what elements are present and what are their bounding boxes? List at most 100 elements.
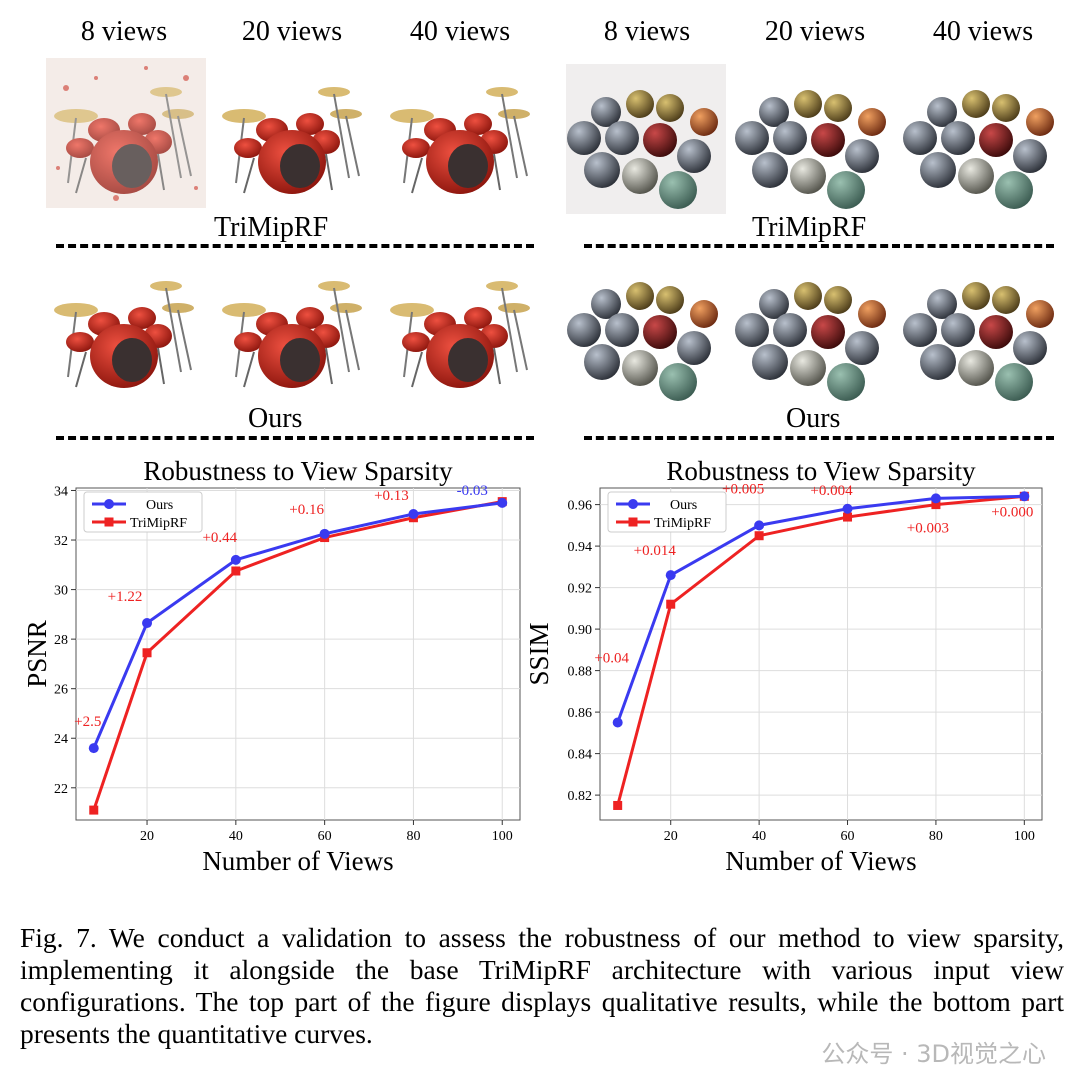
header-left-20-views: 20 views: [241, 16, 343, 47]
row-label-ours-right: Ours: [780, 403, 847, 435]
render-ours-materials-8-views: [566, 256, 726, 406]
render-trimiprf-materials-20-views: [734, 64, 894, 214]
data-point-trimiprf: [931, 500, 941, 510]
series-line-ours: [92, 501, 503, 749]
render-ours-drums-40-views: [382, 252, 542, 402]
y-axis-label: SSIM: [524, 622, 554, 685]
x-tick-label: 100: [1014, 829, 1035, 844]
y-tick-label: 0.90: [568, 623, 593, 638]
data-point-ours: [319, 528, 330, 539]
chart-title: Robustness to View Sparsity: [143, 456, 453, 486]
render-trimiprf-drums-40-views: [382, 58, 542, 208]
y-tick-label: 0.88: [568, 665, 593, 680]
data-label: +0.003: [907, 521, 949, 537]
data-point-ours: [408, 509, 419, 520]
y-tick-label: 0.82: [568, 789, 593, 804]
y-tick-label: 0.86: [568, 706, 593, 721]
header-right-40-views: 40 views: [932, 16, 1034, 47]
y-tick-label: 0.84: [568, 748, 593, 763]
y-tick-label: 0.96: [568, 499, 593, 514]
x-tick-label: 60: [318, 829, 332, 844]
data-point-ours: [612, 717, 623, 728]
data-label: +0.005: [722, 481, 764, 497]
data-point-ours: [88, 743, 99, 754]
x-axis-label: Number of Views: [725, 846, 916, 876]
plot-area: [599, 487, 1043, 821]
x-tick-label: 40: [752, 829, 766, 844]
data-label: +0.44: [202, 530, 237, 546]
y-axis-label: PSNR: [22, 620, 52, 688]
render-ours-materials-40-views: [902, 256, 1062, 406]
data-label: +0.16: [289, 502, 324, 518]
legend-label: Ours: [146, 498, 173, 513]
render-ours-drums-8-views: [46, 252, 206, 402]
render-trimiprf-materials-40-views: [902, 64, 1062, 214]
legend-label: Ours: [670, 498, 697, 513]
data-point-ours: [754, 520, 765, 531]
data-point-trimiprf: [89, 805, 99, 815]
x-tick-label: 40: [229, 829, 243, 844]
data-point-trimiprf: [843, 512, 853, 522]
data-label: +0.004: [810, 483, 853, 499]
separator-bottom-right: [584, 436, 1054, 444]
x-tick-label: 100: [492, 829, 513, 844]
separator-bottom-left: [56, 436, 534, 444]
row-label-ours-left: Ours: [242, 403, 309, 435]
data-point-ours: [930, 493, 941, 504]
render-trimiprf-drums-20-views: [214, 58, 374, 208]
data-point-ours: [142, 618, 153, 629]
data-label: +0.000: [991, 504, 1033, 520]
data-point-ours: [230, 554, 241, 565]
legend-label: TriMipRF: [130, 516, 187, 531]
legend-marker-ours: [628, 499, 638, 509]
y-tick-label: 24: [54, 732, 68, 747]
data-point-ours: [665, 570, 676, 581]
y-tick-label: 28: [54, 633, 68, 648]
legend-label: TriMipRF: [654, 516, 711, 531]
legend-marker-trimiprf: [104, 517, 114, 527]
data-label: +1.22: [108, 589, 143, 605]
header-right-8-views: 8 views: [603, 16, 691, 47]
y-tick-label: 34: [54, 484, 68, 499]
render-trimiprf-materials-8-views: [566, 64, 726, 214]
header-left-8-views: 8 views: [80, 16, 168, 47]
y-tick-label: 0.92: [568, 582, 593, 597]
separator-top-left: [56, 244, 534, 252]
series-line-ours: [616, 494, 1025, 723]
render-ours-drums-20-views: [214, 252, 374, 402]
y-tick-label: 30: [54, 584, 68, 599]
x-tick-label: 20: [140, 829, 154, 844]
data-point-trimiprf: [754, 531, 764, 541]
data-label: +2.5: [74, 714, 101, 730]
y-tick-label: 26: [54, 683, 68, 698]
x-tick-label: 80: [929, 829, 943, 844]
series-line-trimiprf: [616, 494, 1025, 806]
figure-caption: Fig. 7. We conduct a validation to asses…: [20, 922, 1064, 1049]
x-tick-label: 80: [406, 829, 420, 844]
data-point-trimiprf: [613, 800, 623, 810]
row-label-trimiprf-right: TriMipRF: [746, 212, 873, 244]
series-line-trimiprf: [92, 500, 503, 811]
y-tick-label: 32: [54, 534, 68, 549]
watermark: 公众号 · 3D视觉之心: [821, 1040, 1046, 1068]
x-axis-label: Number of Views: [202, 846, 393, 876]
data-point-ours: [1019, 491, 1030, 502]
data-point-trimiprf: [666, 599, 676, 609]
render-ours-materials-20-views: [734, 256, 894, 406]
header-right-20-views: 20 views: [764, 16, 866, 47]
data-point-ours: [842, 503, 853, 514]
legend-marker-ours: [104, 499, 114, 509]
data-label: +0.13: [374, 488, 409, 504]
row-label-trimiprf-left: TriMipRF: [208, 212, 335, 244]
separator-top-right: [584, 244, 1054, 252]
legend-marker-trimiprf: [628, 517, 638, 527]
chart-title: Robustness to View Sparsity: [666, 456, 976, 486]
data-label: -0.03: [457, 483, 488, 499]
x-tick-label: 60: [841, 829, 855, 844]
data-point-trimiprf: [231, 566, 241, 576]
render-trimiprf-drums-8-views: [46, 58, 206, 208]
data-label: +0.014: [634, 543, 677, 559]
y-tick-label: 0.94: [568, 540, 593, 555]
data-label: +0.04: [594, 650, 629, 666]
header-left-40-views: 40 views: [409, 16, 511, 47]
